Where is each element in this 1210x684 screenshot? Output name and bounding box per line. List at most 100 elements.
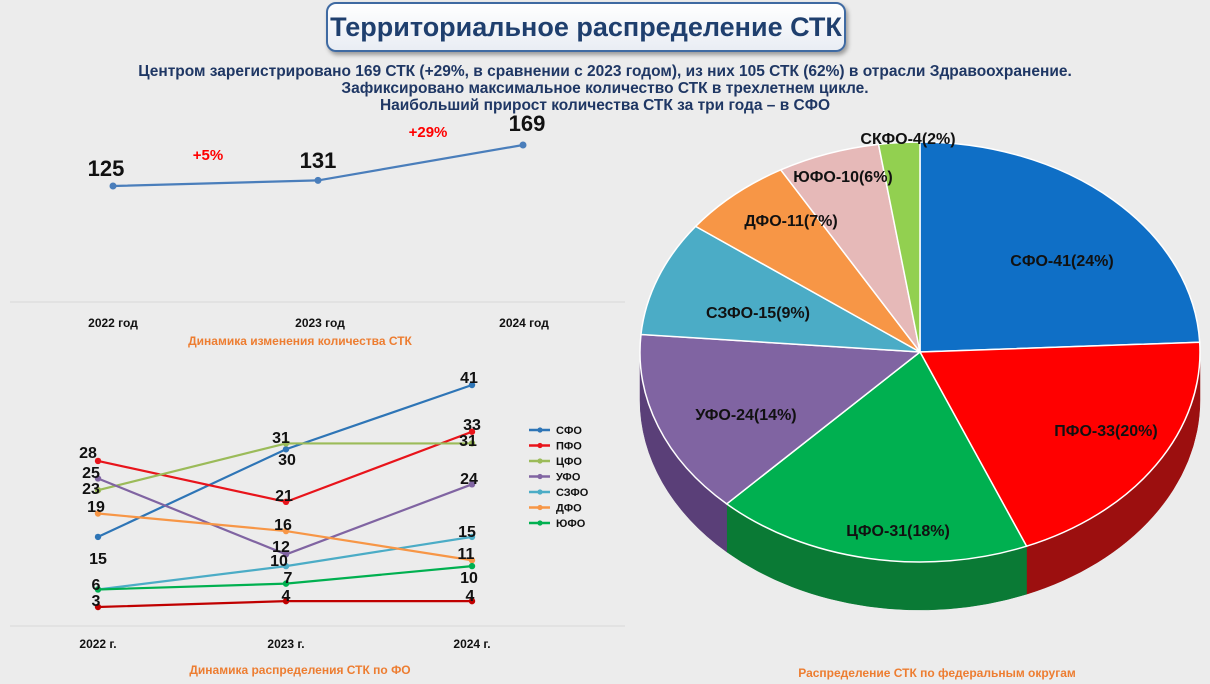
subtitle-line-2: Зафиксировано максимальное количество СТ… [341,80,869,97]
series-point-СФО-1 [94,533,102,541]
value-label-ЮФО-3: 10 [460,570,478,587]
page-title: Территориальное распределение СТК [330,11,842,42]
series-point-extra-3 [468,597,476,605]
value-label-СФО-2: 30 [278,452,296,469]
pie-slice-2 [918,341,1201,548]
series-point-ПФО-3 [468,428,476,435]
pie-top [639,141,1201,563]
series-point-СФО-2 [282,446,290,453]
pie-slice-6 [694,168,921,353]
pie-label-8: СКФО-4(2%) [860,131,955,148]
series-point-ЦФО-2 [282,440,290,447]
total-point-3 [519,141,527,149]
pie-label-2: ПФО-33(20%) [1054,423,1157,440]
series-point-ЮФО-2 [282,580,290,587]
series-point-ДФО-3 [468,557,476,564]
pie-label-7: ЮФО-10(6%) [793,169,893,186]
legend-label-ДФО: ДФО [556,503,582,515]
total-chart-caption: Динамика изменения количества СТК [188,334,412,348]
value-label-extra-1: 3 [92,593,101,610]
value-label-ЮФО-2: 7 [284,570,293,587]
legend-label-СЗФО: СЗФО [556,487,589,499]
dist-chart-caption: Динамика распределения СТК по ФО [189,663,410,677]
total-value-label-1: 125 [88,156,125,181]
series-point-УФО-3 [468,481,476,488]
value-label-УФО-2: 12 [272,539,290,556]
series-point-УФО-1 [94,475,102,482]
value-label-extra-3: 4 [466,588,475,605]
dist-x-tick-2: 2023 г. [267,637,304,651]
value-label-ДФО-1: 19 [87,499,105,516]
subtitle-block: Центром зарегистрировано 169 СТК (+29%, … [0,63,1210,114]
series-point-ДФО-1 [94,510,102,517]
pie-label-4: УФО-24(14%) [695,407,796,424]
value-label-СФО-3: 41 [460,370,478,387]
value-label-ПФО-2: 21 [275,488,293,505]
series-point-ДФО-2 [282,527,290,535]
series-point-ЦФО-1 [94,486,102,494]
legend-label-СФО: СФО [556,425,582,437]
series-point-ПФО-1 [94,457,102,465]
series-point-ЮФО-1 [94,586,102,593]
total-x-tick-3: 2024 год [499,316,549,330]
pie-slice-8 [877,141,921,353]
value-label-extra-2: 4 [282,588,291,605]
subtitle-line-3: Наибольший прирост количества СТК за три… [379,97,831,114]
dist-x-tick-1: 2022 г. [79,637,116,651]
total-value-label-2: 131 [300,148,337,173]
legend-marker-ПФО [537,442,543,449]
legend-label-УФО: УФО [556,472,581,484]
value-label-ДФО-3: 11 [458,546,475,563]
legend-label-ЮФО: ЮФО [556,518,586,530]
legend-label-ЦФО: ЦФО [556,456,582,468]
series-point-ПФО-2 [282,498,290,506]
series-point-СЗФО-2 [282,562,290,570]
total-value-label-3: 169 [509,111,546,136]
value-label-СЗФО-1: 6 [92,577,101,594]
series-point-СЗФО-3 [468,533,476,541]
pie-slice-3 [725,350,1028,563]
legend-marker-ЦФО [537,458,543,464]
total-x-tick-2: 2023 год [295,316,345,330]
pie-label-1: СФО-41(24%) [1010,253,1113,270]
total-change-label-2: +29% [409,124,448,141]
pie-label-5: СЗФО-15(9%) [706,305,810,322]
pie-slice-4 [639,333,923,505]
legend-marker-СЗФО [537,489,543,495]
legend-marker-СФО [537,427,543,433]
value-label-ПФО-3: 33 [463,417,481,434]
pie-label-6: ДФО-11(7%) [744,213,837,230]
total-point-2 [314,176,322,184]
value-label-ЦФО-1: 23 [82,481,100,498]
title-banner: Территориальное распределение СТК [326,2,846,52]
value-label-УФО-3: 24 [460,471,478,488]
pie-chart-caption: Распределение СТК по федеральным округам [798,666,1076,680]
value-label-УФО-1: 25 [82,465,100,482]
series-point-ЮФО-3 [468,562,476,570]
value-label-СФО-1: 15 [89,551,107,568]
series-point-extra-1 [94,603,102,611]
total-x-tick-1: 2022 год [88,316,138,330]
series-point-СФО-3 [468,381,476,389]
pie-slice-1 [919,141,1201,353]
legend-marker-УФО [537,473,543,480]
dist-x-tick-3: 2024 г. [453,637,490,651]
value-label-ДФО-2: 16 [274,517,292,534]
legend-marker-ЮФО [537,520,543,526]
value-label-СЗФО-2: 10 [270,553,288,570]
series-point-УФО-2 [282,551,290,558]
value-label-СЗФО-3: 15 [458,524,476,541]
legend-label-ПФО: ПФО [556,441,582,453]
value-label-ПФО-1: 28 [79,445,97,462]
total-point-1 [109,182,117,190]
value-label-ЦФО-2: 31 [272,430,290,447]
series-point-ЦФО-3 [468,440,476,447]
total-change-label-1: +5% [193,147,223,164]
series-point-extra-2 [282,597,290,605]
value-label-ЦФО-3: 31 [459,433,477,450]
legend-marker-ДФО [537,504,543,511]
pie-slice-5 [640,225,921,353]
subtitle-line-1: Центром зарегистрировано 169 СТК (+29%, … [138,63,1072,80]
pie-label-3: ЦФО-31(18%) [846,523,950,540]
